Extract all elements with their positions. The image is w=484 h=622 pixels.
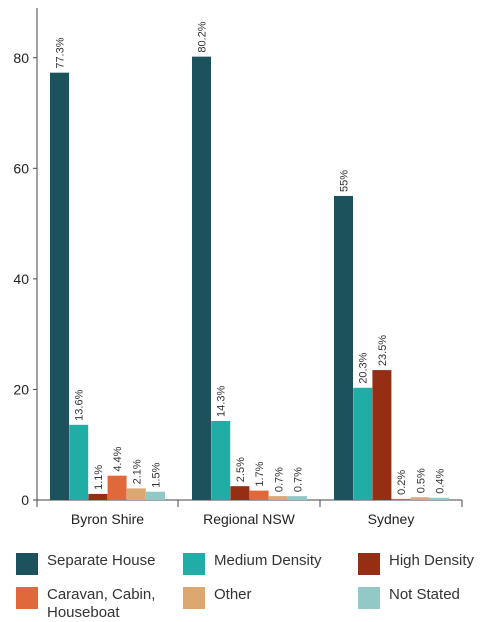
bar [211, 420, 231, 500]
bar [69, 424, 89, 500]
bar [288, 496, 307, 500]
legend-item: High Density [358, 552, 474, 575]
legend-swatch [183, 587, 205, 609]
bar [268, 496, 288, 500]
legend-item: Other [183, 586, 252, 609]
y-tick-label: 0 [21, 492, 29, 508]
bar [372, 370, 392, 500]
bar [430, 497, 449, 500]
bar [410, 497, 430, 500]
bar [146, 491, 165, 500]
data-label: 80.2% [197, 21, 209, 52]
legend-item: Not Stated [358, 586, 460, 609]
data-label: 1.7% [254, 461, 266, 486]
bar [50, 72, 69, 500]
bar [391, 498, 411, 500]
data-label: 0.5% [415, 468, 427, 493]
value-labels: 77.3% 13.6% 1.1% 4.4% 2.1% 1.5% 80.2% 14.3% 2.5%… [55, 21, 447, 495]
bar [88, 493, 108, 500]
data-label: 55% [339, 170, 351, 192]
legend-label: Medium Density [214, 552, 322, 569]
data-label: 13.6% [74, 389, 86, 420]
legend-label: Other [214, 586, 252, 603]
data-label: 77.3% [55, 37, 67, 68]
legend: Separate House Medium Density High Density… [0, 540, 484, 622]
bar [192, 56, 211, 501]
bar [353, 387, 373, 500]
y-axis: 0 20 40 60 80 [13, 8, 38, 508]
data-label: 0.7% [273, 467, 285, 492]
bars [50, 56, 449, 501]
legend-swatch [16, 553, 38, 575]
legend-item: Separate House [16, 552, 155, 575]
data-label: 4.4% [112, 446, 124, 471]
bar [334, 195, 353, 500]
bar [126, 488, 146, 500]
data-label: 0.4% [435, 468, 447, 493]
legend-item: Caravan, Cabin, Houseboat [16, 586, 155, 622]
data-label: 0.2% [396, 470, 408, 495]
legend-swatch [358, 587, 380, 609]
legend-label: Separate House [47, 552, 156, 569]
x-tick-label: Sydney [368, 511, 415, 527]
legend-label: High Density [389, 552, 475, 569]
data-label: 1.1% [93, 465, 105, 490]
data-label: 23.5% [377, 335, 389, 366]
data-label: 14.3% [216, 386, 228, 417]
legend-swatch [358, 553, 380, 575]
bar [249, 490, 269, 500]
data-label: 1.5% [151, 462, 163, 487]
data-label: 0.7% [293, 467, 305, 492]
y-tick-label: 80 [13, 50, 29, 66]
data-label: 2.1% [131, 459, 143, 484]
legend-item: Medium Density [183, 552, 322, 575]
y-tick-label: 40 [13, 271, 29, 287]
legend-swatch [183, 553, 205, 575]
legend-swatch [16, 587, 38, 609]
data-label: 20.3% [358, 352, 370, 383]
legend-label: Caravan, Cabin, Houseboat [47, 586, 156, 621]
y-tick-label: 60 [13, 160, 29, 176]
y-tick-label: 20 [13, 381, 29, 397]
bar [107, 475, 127, 500]
legend-label: Not Stated [389, 586, 460, 603]
x-tick-label: Byron Shire [71, 511, 144, 527]
x-axis: Byron Shire Regional NSW Sydney [36, 499, 463, 527]
data-label: 2.5% [235, 457, 247, 482]
bar [230, 486, 250, 500]
x-tick-label: Regional NSW [203, 511, 296, 527]
